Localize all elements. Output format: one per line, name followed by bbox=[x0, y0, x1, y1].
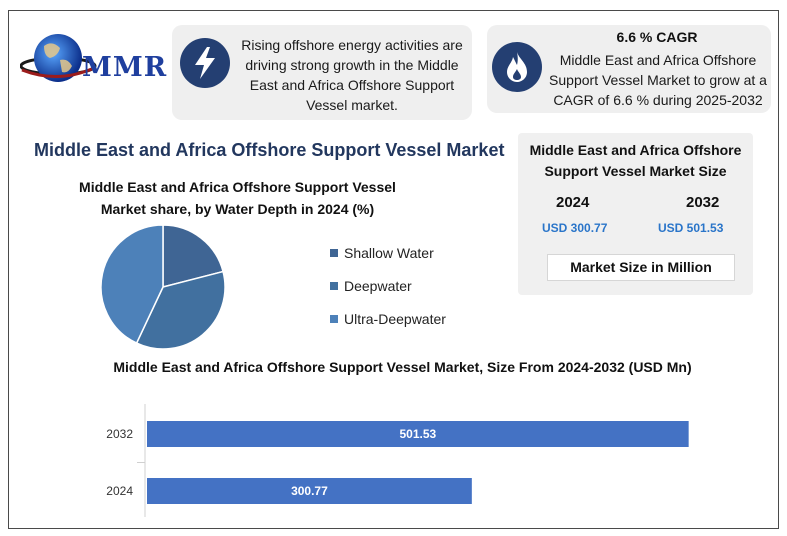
bar-chart-title: Middle East and Africa Offshore Support … bbox=[113, 359, 692, 375]
year-2032-label: 2032 bbox=[686, 194, 720, 211]
lightning-bolt-icon bbox=[180, 38, 230, 88]
year-2024-label: 2024 bbox=[556, 194, 590, 211]
bar-chart: 2032 501.53 2024 300.77 bbox=[106, 404, 689, 517]
legend-swatch bbox=[330, 281, 338, 290]
legend-item: Deepwater bbox=[330, 269, 446, 302]
driver-card: Rising offshore energy activities are dr… bbox=[172, 25, 472, 120]
legend-swatch bbox=[330, 314, 338, 323]
pie-chart-title: Middle East and Africa Offshore Support … bbox=[79, 179, 396, 217]
cagr-card: 6.6 % CAGR Middle East and Africa Offsho… bbox=[487, 25, 771, 113]
bar-2032 bbox=[147, 421, 689, 447]
pie-slice-deepwater bbox=[135, 270, 226, 350]
bar-value-label: 300.77 bbox=[291, 484, 328, 498]
main-title: Middle East and Africa Offshore Support … bbox=[34, 140, 505, 160]
y-tick-label: 2032 bbox=[106, 427, 133, 441]
market-size-unit: Market Size in Million bbox=[547, 254, 735, 281]
market-size-card: Middle East and Africa Offshore Support … bbox=[518, 133, 753, 295]
bar-value-label: 501.53 bbox=[399, 427, 436, 441]
pie-chart bbox=[100, 224, 226, 350]
pie-slice-shallow-water bbox=[162, 224, 224, 288]
legend-swatch bbox=[330, 248, 338, 257]
pie-slice-ultra-deepwater bbox=[100, 224, 164, 345]
legend-item: Ultra-Deepwater bbox=[330, 302, 446, 335]
market-size-title: Middle East and Africa Offshore Support … bbox=[529, 142, 742, 179]
legend-label: Deepwater bbox=[344, 277, 412, 294]
legend-item: Shallow Water bbox=[330, 236, 446, 269]
y-tick-label: 2024 bbox=[106, 484, 133, 498]
cagr-title: 6.6 % CAGR bbox=[616, 29, 698, 45]
flame-icon bbox=[492, 42, 542, 92]
bar-2024 bbox=[147, 478, 472, 504]
legend-label: Shallow Water bbox=[344, 244, 434, 261]
logo-text: MMR bbox=[82, 52, 168, 83]
value-2032: USD 501.53 bbox=[658, 221, 724, 235]
legend-label: Ultra-Deepwater bbox=[344, 310, 446, 327]
pie-legend: Shallow Water Deepwater Ultra-Deepwater bbox=[330, 236, 446, 335]
value-2024: USD 300.77 bbox=[542, 221, 608, 235]
cagr-text: Middle East and Africa Offshore Support … bbox=[549, 52, 767, 108]
driver-text: Rising offshore energy activities are dr… bbox=[241, 37, 463, 113]
globe-logo-icon bbox=[20, 34, 97, 82]
